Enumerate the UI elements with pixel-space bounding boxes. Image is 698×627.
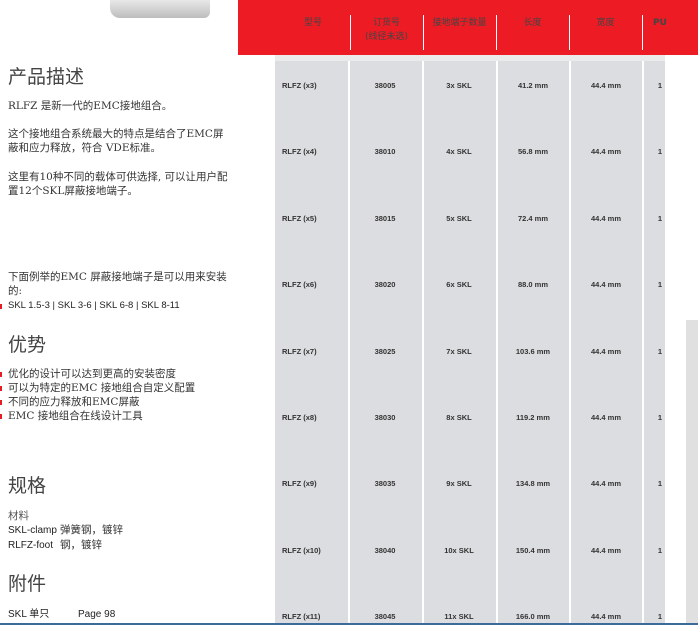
accessory-page[interactable]: Page 98 (78, 609, 116, 620)
table-row: RLFZ (x9) 38035 9x SKL 134.8 mm 44.4 mm 1 (275, 479, 665, 493)
cell-model: RLFZ (x6) (282, 280, 317, 290)
cell-width: 44.4 mm (590, 147, 622, 157)
table-row: RLFZ (x6) 38020 6x SKL 88.0 mm 44.4 mm 1 (275, 280, 665, 294)
cell-order-no: 38030 (374, 413, 396, 422)
cell-width: 44.4 mm (590, 413, 622, 422)
spec-value: 钢，镀锌 (60, 539, 102, 551)
cell-length: 119.2 mm (516, 413, 550, 422)
cell-pu: 1 (657, 479, 663, 489)
advantage-item: EMC 接地组合在线设计工具 (0, 409, 233, 423)
table-row: RLFZ (x3) 38005 3x SKL 41.2 mm 44.4 mm 1 (275, 81, 665, 95)
cell-pu: 1 (657, 545, 663, 555)
advantages-list: 优化的设计可以达到更高的安装密度 可以为特定的EMC 接地组合自定义配置 不同的… (0, 367, 233, 423)
cell-width: 44.4 mm (590, 612, 622, 622)
accessory-row: SKL 单只 Page 98 (8, 607, 233, 622)
cell-terminals: 5x SKL (446, 213, 472, 223)
cell-terminals: 10x SKL (444, 545, 474, 555)
cell-model: RLFZ (x5) (282, 213, 317, 223)
accessories-title: 附件 (8, 573, 47, 595)
cell-terminals: 8x SKL (446, 413, 472, 422)
specs-label: 材料 (8, 510, 29, 522)
cell-length: 88.0 mm (517, 280, 549, 290)
cell-length: 134.8 mm (515, 479, 551, 489)
cell-terminals: 3x SKL (446, 81, 472, 90)
cell-width: 44.4 mm (590, 81, 622, 90)
description-p1: RLFZ 是新一代的EMC接地组合。 (8, 100, 173, 112)
cell-terminals: 7x SKL (446, 346, 472, 356)
cell-order-no: 38020 (374, 280, 396, 290)
cell-model: RLFZ (x4) (282, 147, 317, 157)
spec-row-foot: RLFZ-foot 钢，镀锌 (8, 538, 233, 553)
cell-length: 72.4 mm (517, 213, 549, 223)
cell-length: 56.8 mm (517, 147, 549, 157)
cell-model: RLFZ (x7) (282, 346, 317, 356)
cell-pu: 1 (657, 147, 663, 157)
table-header: 型号 订货号 (线径未选) 接地端子数量 长度 宽度 PU (238, 0, 698, 55)
advantages-title: 优势 (8, 334, 47, 356)
advantage-item: 不同的应力释放和EMC屏蔽 (0, 395, 233, 409)
cell-terminals: 11x SKL (444, 612, 474, 622)
product-photo (110, 0, 210, 18)
header-length: 长度 (523, 18, 542, 28)
table-row: RLFZ (x10) 38040 10x SKL 150.4 mm 44.4 mm 1 (275, 546, 665, 560)
cell-order-no: 38040 (374, 545, 396, 555)
cell-order-no: 38035 (374, 479, 396, 489)
cell-pu: 1 (657, 413, 663, 422)
table-row: RLFZ (x11) 38045 11x SKL 166.0 mm 44.4 mm 1 (275, 612, 665, 626)
header-pu: PU (653, 18, 667, 28)
cell-width: 44.4 mm (590, 280, 622, 290)
cell-model: RLFZ (x10) (282, 545, 321, 555)
header-terminal-count: 接地端子数量 (432, 18, 487, 28)
header-width: 宽度 (596, 18, 615, 28)
cell-model: RLFZ (x8) (282, 413, 317, 422)
description-p4: 下面例举的EMC 屏蔽接地端子是可以用来安装的: (8, 271, 227, 297)
spec-name: RLFZ-foot (8, 540, 54, 551)
table-row: RLFZ (x8) 38030 8x SKL 119.2 mm 44.4 mm 1 (275, 413, 665, 427)
cell-model: RLFZ (x11) (282, 612, 321, 622)
spec-name: SKL-clamp (8, 525, 57, 536)
cell-terminals: 6x SKL (446, 280, 472, 290)
cell-pu: 1 (657, 346, 663, 356)
accessory-item: SKL 单只 (8, 609, 50, 620)
table-row: RLFZ (x4) 38010 4x SKL 56.8 mm 44.4 mm 1 (275, 147, 665, 161)
cell-order-no: 38005 (374, 81, 396, 90)
advantage-item: 可以为特定的EMC 接地组合自定义配置 (0, 381, 233, 395)
header-model: 型号 (303, 18, 322, 28)
cell-order-no: 38015 (374, 213, 396, 223)
cell-length: 166.0 mm (515, 612, 551, 622)
cell-pu: 1 (657, 213, 663, 223)
cell-length: 41.2 mm (517, 81, 549, 90)
spec-value: 弹簧钢，镀锌 (60, 524, 123, 536)
cell-terminals: 4x SKL (446, 147, 472, 157)
cell-pu: 1 (657, 280, 663, 290)
description-title: 产品描述 (8, 66, 85, 88)
specs-title: 规格 (8, 475, 47, 497)
description-p3: 这里有10种不同的载体可供选择, 可以让用户配置12个SKL屏蔽接地端子。 (8, 171, 228, 197)
header-order-no: 订货号 (线径未选) (364, 18, 409, 42)
bottom-rule (0, 623, 698, 625)
description-skl-list: SKL 1.5-3 | SKL 3-6 | SKL 6-8 | SKL 8-11 (0, 299, 233, 313)
cell-model: RLFZ (x3) (282, 81, 317, 90)
cell-model: RLFZ (x9) (282, 479, 317, 489)
description-p2: 这个接地组合系统最大的特点是结合了EMC屏蔽和应力释放，符合 VDE标准。 (8, 128, 224, 154)
table-row: RLFZ (x7) 38025 7x SKL 103.6 mm 44.4 mm 1 (275, 347, 665, 361)
cell-order-no: 38010 (374, 147, 396, 157)
advantage-item: 优化的设计可以达到更高的安装密度 (0, 367, 233, 381)
cell-pu: 1 (657, 612, 663, 622)
cell-order-no: 38025 (374, 346, 396, 356)
table-row: RLFZ (x5) 38015 5x SKL 72.4 mm 44.4 mm 1 (275, 214, 665, 228)
cell-width: 44.4 mm (590, 213, 622, 223)
table-body (275, 55, 665, 625)
spec-row-clamp: SKL-clamp 弹簧钢，镀锌 (8, 523, 233, 538)
cell-width: 44.4 mm (590, 346, 622, 356)
cell-length: 150.4 mm (515, 545, 551, 555)
cell-order-no: 38045 (374, 612, 396, 622)
cell-length: 103.6 mm (515, 346, 551, 356)
cell-width: 44.4 mm (590, 479, 622, 489)
cell-width: 44.4 mm (590, 545, 622, 555)
cell-terminals: 9x SKL (446, 479, 472, 489)
cell-pu: 1 (657, 81, 663, 90)
